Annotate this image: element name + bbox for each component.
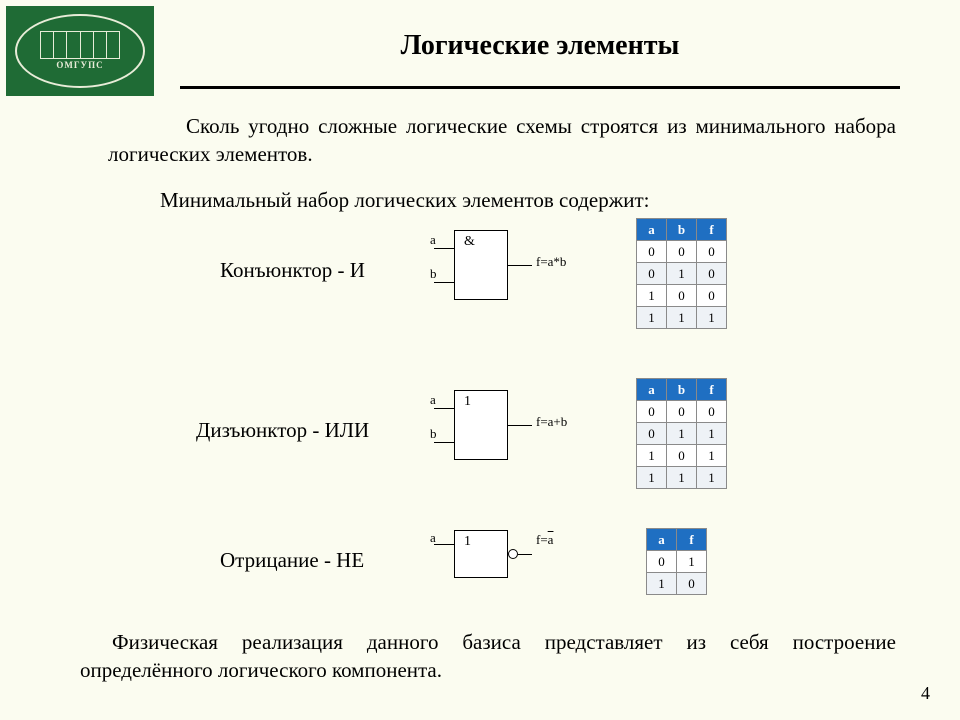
or-gate-box xyxy=(454,390,508,460)
intro-paragraph: Сколь угодно сложные логические схемы ст… xyxy=(108,112,896,169)
th-a: a xyxy=(647,529,677,551)
cell: 0 xyxy=(667,241,697,263)
and-gate-box xyxy=(454,230,508,300)
not-output-wire xyxy=(518,554,532,555)
cell: 0 xyxy=(667,285,697,307)
and-gate-diagram: a b & f=a*b xyxy=(408,230,608,300)
not-label: Отрицание - НЕ xyxy=(220,548,364,573)
cell: 0 xyxy=(637,241,667,263)
set-paragraph: Минимальный набор логических элементов с… xyxy=(160,186,896,214)
cell: 0 xyxy=(697,401,727,423)
not-output-label: f=a xyxy=(536,532,553,548)
th-a: a xyxy=(637,379,667,401)
cell: 1 xyxy=(667,423,697,445)
cell: 0 xyxy=(697,285,727,307)
and-label: Конъюнктор - И xyxy=(220,258,365,283)
cell: 1 xyxy=(667,263,697,285)
not-truth-table: a f 01 10 xyxy=(646,528,707,595)
cell: 1 xyxy=(697,307,727,329)
cell: 0 xyxy=(647,551,677,573)
cell: 0 xyxy=(677,573,707,595)
th-f: f xyxy=(677,529,707,551)
not-out-var: a xyxy=(548,532,554,547)
cell: 1 xyxy=(667,467,697,489)
cell: 0 xyxy=(637,423,667,445)
cell: 1 xyxy=(667,307,697,329)
cell: 1 xyxy=(647,573,677,595)
cell: 1 xyxy=(637,445,667,467)
cell: 1 xyxy=(697,445,727,467)
logo-inner: ОМГУПС xyxy=(15,14,145,88)
or-output-label: f=a+b xyxy=(536,414,567,430)
and-output-wire xyxy=(508,265,532,266)
or-label: Дизъюнктор - ИЛИ xyxy=(196,418,369,443)
and-input-a-wire xyxy=(434,248,454,249)
cell: 1 xyxy=(637,307,667,329)
closing-paragraph: Физическая реализация данного базиса пре… xyxy=(80,628,896,685)
page-title: Логические элементы xyxy=(180,30,900,62)
th-b: b xyxy=(667,379,697,401)
cell: 0 xyxy=(637,401,667,423)
not-gate-diagram: a 1 f=a xyxy=(408,530,608,578)
not-input-a-wire xyxy=(434,544,454,545)
cell: 0 xyxy=(667,401,697,423)
logo-text: ОМГУПС xyxy=(56,61,103,71)
or-truth-table: a b f 000 011 101 111 xyxy=(636,378,727,489)
th-f: f xyxy=(697,219,727,241)
or-gate-diagram: a b 1 f=a+b xyxy=(408,390,608,460)
or-input-b-label: b xyxy=(430,426,437,442)
or-gate-symbol: 1 xyxy=(464,394,471,410)
cell: 1 xyxy=(637,285,667,307)
title-underline xyxy=(180,86,900,89)
cell: 0 xyxy=(667,445,697,467)
or-input-a-wire xyxy=(434,408,454,409)
not-gate-symbol: 1 xyxy=(464,534,471,550)
and-input-b-wire xyxy=(434,282,454,283)
cell: 0 xyxy=(697,241,727,263)
th-f: f xyxy=(697,379,727,401)
cell: 1 xyxy=(677,551,707,573)
and-output-label: f=a*b xyxy=(536,254,566,270)
and-input-a-label: a xyxy=(430,232,436,248)
cell: 1 xyxy=(637,467,667,489)
page-number: 4 xyxy=(921,683,930,704)
and-truth-table: a b f 000 010 100 111 xyxy=(636,218,727,329)
or-output-wire xyxy=(508,425,532,426)
and-gate-symbol: & xyxy=(464,234,475,250)
th-b: b xyxy=(667,219,697,241)
logo-building-icon xyxy=(40,31,120,59)
not-gate-box xyxy=(454,530,508,578)
university-logo: ОМГУПС xyxy=(6,6,154,96)
cell: 1 xyxy=(697,467,727,489)
not-inversion-bubble-icon xyxy=(508,549,518,559)
not-out-prefix: f= xyxy=(536,532,548,547)
or-input-a-label: a xyxy=(430,392,436,408)
and-input-b-label: b xyxy=(430,266,437,282)
th-a: a xyxy=(637,219,667,241)
cell: 0 xyxy=(697,263,727,285)
cell: 0 xyxy=(637,263,667,285)
or-input-b-wire xyxy=(434,442,454,443)
cell: 1 xyxy=(697,423,727,445)
